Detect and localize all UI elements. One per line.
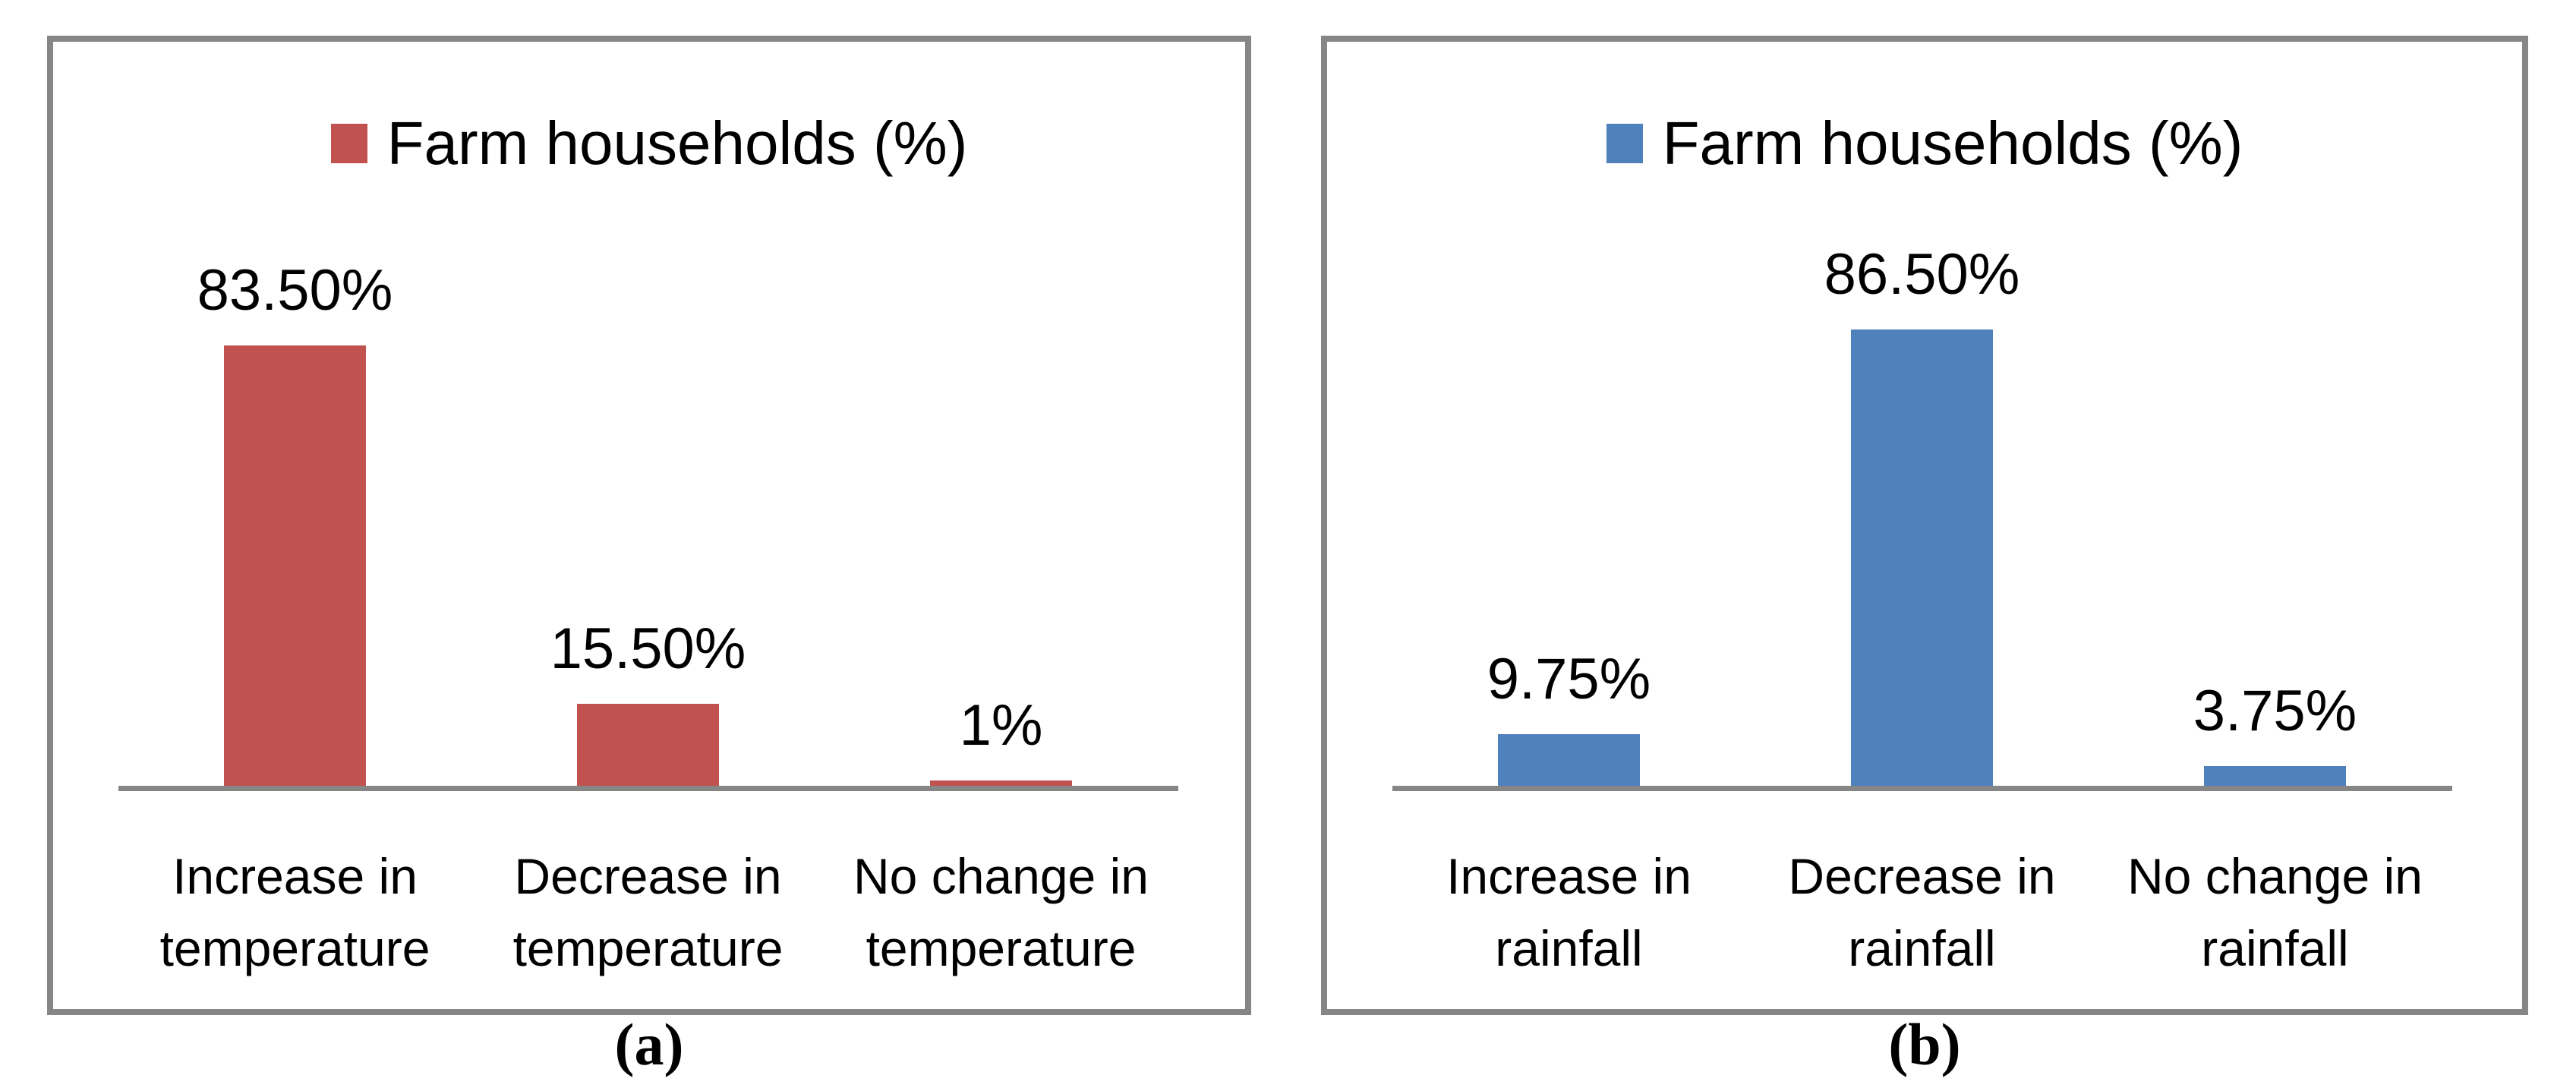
category-label: No change in rainfall xyxy=(2127,848,2423,976)
x-axis-line xyxy=(1392,786,2452,791)
legend-swatch-icon xyxy=(1606,124,1643,163)
legend-label: Farm households (%) xyxy=(386,109,968,177)
x-axis-line xyxy=(118,786,1178,791)
bar-group: 9.75% xyxy=(1392,42,1745,786)
category-label: Decrease in rainfall xyxy=(1788,848,2056,976)
value-label: 83.50% xyxy=(197,258,393,323)
value-label: 15.50% xyxy=(550,616,746,681)
bar xyxy=(930,780,1072,786)
category-label: No change in temperature xyxy=(853,848,1149,976)
bar xyxy=(577,704,719,786)
legend-swatch-icon xyxy=(330,124,367,163)
legend: Farm households (%) xyxy=(53,112,1245,175)
value-label: 86.50% xyxy=(1824,242,2020,307)
legend-label: Farm households (%) xyxy=(1662,109,2243,177)
bar-group: 83.50% xyxy=(118,42,471,786)
bar-group: 1% xyxy=(825,42,1178,786)
value-label: 3.75% xyxy=(2193,679,2357,743)
category-label: Increase in rainfall xyxy=(1446,848,1692,976)
category-label: Increase in temperature xyxy=(159,848,430,976)
panel-caption-b: (b) xyxy=(1888,1011,1961,1077)
bar-group: 3.75% xyxy=(2098,42,2451,786)
category-label: Decrease in temperature xyxy=(512,848,784,976)
legend: Farm households (%) xyxy=(1327,112,2522,175)
bar xyxy=(224,345,366,786)
panel-caption-a: (a) xyxy=(614,1011,684,1077)
bar-group: 86.50% xyxy=(1745,42,2098,786)
bar xyxy=(2204,766,2346,786)
value-label: 1% xyxy=(959,693,1043,758)
chart-panel-b: Farm households (%) 9.75% 86.50% 3.75% I… xyxy=(1321,36,2528,1015)
chart-panel-a: Farm households (%) 83.50% 15.50% 1% Inc… xyxy=(47,36,1251,1015)
bar xyxy=(1851,330,1993,786)
bar xyxy=(1498,734,1640,786)
value-label: 9.75% xyxy=(1487,647,1651,711)
bar-group: 15.50% xyxy=(471,42,825,786)
